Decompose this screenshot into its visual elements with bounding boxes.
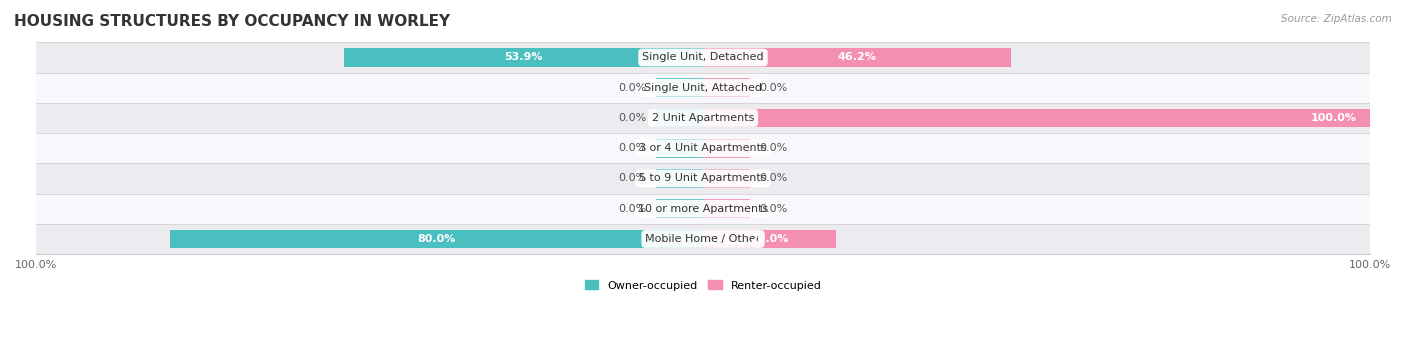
- Bar: [657, 109, 703, 127]
- Text: 0.0%: 0.0%: [619, 83, 647, 93]
- Bar: [343, 48, 703, 67]
- Text: 3 or 4 Unit Apartments: 3 or 4 Unit Apartments: [640, 143, 766, 153]
- Text: Source: ZipAtlas.com: Source: ZipAtlas.com: [1281, 14, 1392, 24]
- Text: 0.0%: 0.0%: [619, 204, 647, 214]
- Text: 10 or more Apartments: 10 or more Apartments: [638, 204, 768, 214]
- Bar: [37, 163, 1369, 194]
- Text: 0.0%: 0.0%: [759, 143, 787, 153]
- Text: 2 Unit Apartments: 2 Unit Apartments: [652, 113, 754, 123]
- Bar: [37, 194, 1369, 224]
- Text: Single Unit, Detached: Single Unit, Detached: [643, 52, 763, 63]
- Text: 5 to 9 Unit Apartments: 5 to 9 Unit Apartments: [640, 173, 766, 183]
- Text: 46.2%: 46.2%: [838, 52, 876, 63]
- Text: 0.0%: 0.0%: [619, 143, 647, 153]
- Bar: [37, 73, 1369, 103]
- Bar: [657, 139, 703, 158]
- Bar: [37, 224, 1369, 254]
- Bar: [703, 109, 1369, 127]
- Bar: [703, 78, 749, 97]
- Text: 100.0%: 100.0%: [1310, 113, 1357, 123]
- Text: 80.0%: 80.0%: [418, 234, 456, 244]
- Bar: [657, 78, 703, 97]
- Bar: [37, 133, 1369, 163]
- Bar: [657, 169, 703, 188]
- Text: 20.0%: 20.0%: [751, 234, 789, 244]
- Text: 0.0%: 0.0%: [759, 83, 787, 93]
- Bar: [703, 169, 749, 188]
- Text: 0.0%: 0.0%: [619, 113, 647, 123]
- Text: HOUSING STRUCTURES BY OCCUPANCY IN WORLEY: HOUSING STRUCTURES BY OCCUPANCY IN WORLE…: [14, 14, 450, 29]
- Text: Single Unit, Attached: Single Unit, Attached: [644, 83, 762, 93]
- Bar: [703, 139, 749, 158]
- Text: Mobile Home / Other: Mobile Home / Other: [645, 234, 761, 244]
- Bar: [170, 229, 703, 248]
- Text: 0.0%: 0.0%: [759, 173, 787, 183]
- Bar: [703, 229, 837, 248]
- Text: 0.0%: 0.0%: [759, 204, 787, 214]
- Bar: [37, 42, 1369, 73]
- Legend: Owner-occupied, Renter-occupied: Owner-occupied, Renter-occupied: [581, 276, 825, 295]
- Bar: [657, 199, 703, 218]
- Text: 0.0%: 0.0%: [619, 173, 647, 183]
- Text: 53.9%: 53.9%: [503, 52, 543, 63]
- Bar: [703, 199, 749, 218]
- Bar: [703, 48, 1011, 67]
- Bar: [37, 103, 1369, 133]
